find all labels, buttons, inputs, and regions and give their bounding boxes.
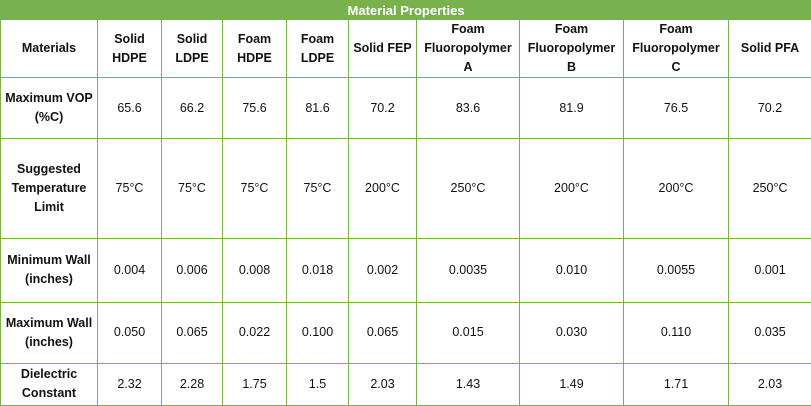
table-cell: 0.010 [519, 238, 624, 303]
column-header-solid-hdpe: Solid HDPE [97, 19, 162, 78]
column-header-foam-hdpe: Foam HDPE [222, 19, 287, 78]
table-cell: 0.030 [519, 301, 624, 364]
table-cell: 0.065 [161, 301, 223, 364]
table-cell: 75°C [222, 138, 287, 240]
table-cell: 0.035 [727, 301, 811, 364]
table-row-minimum-wall: Minimum Wall (inches) 0.004 0.006 0.008 … [0, 238, 811, 303]
table-cell: 250°C [416, 138, 520, 240]
table-cell: 200°C [623, 138, 729, 240]
table-cell: 1.49 [519, 362, 624, 406]
table-cell: 66.2 [161, 76, 223, 140]
table-cell: 75.6 [222, 76, 287, 140]
table-cell: 0.100 [286, 301, 349, 364]
table-cell: 70.2 [348, 76, 417, 140]
column-header-materials: Materials [0, 19, 98, 78]
table-cell: 2.03 [727, 362, 811, 406]
table-title: Material Properties [0, 0, 811, 20]
table-cell: 0.002 [348, 238, 417, 303]
table-cell: 0.004 [97, 238, 162, 303]
table-cell: 70.2 [727, 76, 811, 140]
table-cell: 75°C [161, 138, 223, 240]
row-label-temperature-limit: Suggested Temperature Limit [0, 138, 98, 240]
table-cell: 75°C [286, 138, 349, 240]
table-cell: 2.32 [97, 362, 162, 406]
table-cell: 200°C [348, 138, 417, 240]
table-cell: 0.008 [222, 238, 287, 303]
table-cell: 76.5 [623, 76, 729, 140]
table-cell: 2.03 [348, 362, 417, 406]
table-cell: 0.0055 [623, 238, 729, 303]
column-header-solid-pfa: Solid PFA [727, 19, 811, 78]
table-cell: 0.015 [416, 301, 520, 364]
table-cell: 81.9 [519, 76, 624, 140]
table-row-dielectric-constant: Dielectric Constant 2.32 2.28 1.75 1.5 2… [0, 362, 811, 406]
table-cell: 1.75 [222, 362, 287, 406]
table-cell: 0.001 [727, 238, 811, 303]
row-label-max-vop: Maximum VOP (%C) [0, 76, 98, 140]
table-cell: 83.6 [416, 76, 520, 140]
table-cell: 0.006 [161, 238, 223, 303]
column-header-foam-fluoropolymer-c: Foam Fluoropolymer C [623, 19, 729, 78]
table-cell: 1.43 [416, 362, 520, 406]
table-cell: 1.71 [623, 362, 729, 406]
table-cell: 0.022 [222, 301, 287, 364]
table-cell: 0.050 [97, 301, 162, 364]
table-cell: 81.6 [286, 76, 349, 140]
column-header-foam-fluoropolymer-b: Foam Fluoropolymer B [519, 19, 624, 78]
table-row-temperature-limit: Suggested Temperature Limit 75°C 75°C 75… [0, 138, 811, 240]
table-row-maximum-wall: Maximum Wall (inches) 0.050 0.065 0.022 … [0, 301, 811, 364]
table-cell: 1.5 [286, 362, 349, 406]
table-cell: 0.018 [286, 238, 349, 303]
table-cell: 0.110 [623, 301, 729, 364]
table-cell: 0.0035 [416, 238, 520, 303]
table-cell: 0.065 [348, 301, 417, 364]
row-label-minimum-wall: Minimum Wall (inches) [0, 238, 98, 303]
table-cell: 250°C [727, 138, 811, 240]
table-cell: 65.6 [97, 76, 162, 140]
title-row: Material Properties [0, 0, 811, 20]
table-cell: 2.28 [161, 362, 223, 406]
column-header-foam-fluoropolymer-a: Foam Fluoropolymer A [416, 19, 520, 78]
table-cell: 75°C [97, 138, 162, 240]
table-cell: 200°C [519, 138, 624, 240]
column-header-solid-ldpe: Solid LDPE [161, 19, 223, 78]
column-header-row: Materials Solid HDPE Solid LDPE Foam HDP… [0, 19, 811, 78]
row-label-dielectric-constant: Dielectric Constant [0, 362, 98, 406]
table-row-max-vop: Maximum VOP (%C) 65.6 66.2 75.6 81.6 70.… [0, 76, 811, 140]
column-header-solid-fep: Solid FEP [348, 19, 417, 78]
column-header-foam-ldpe: Foam LDPE [286, 19, 349, 78]
row-label-maximum-wall: Maximum Wall (inches) [0, 301, 98, 364]
